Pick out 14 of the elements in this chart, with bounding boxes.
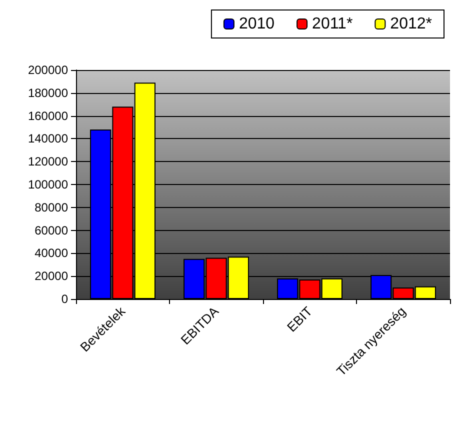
legend-label: 2012*	[390, 16, 432, 32]
legend-label: 2011*	[312, 16, 353, 32]
y-tick-label: 140000	[28, 132, 68, 146]
y-tick-label: 20000	[34, 269, 68, 284]
y-tick-label: 80000	[34, 200, 68, 214]
y-tick-label: 40000	[34, 246, 68, 260]
y-tick-label: 60000	[34, 223, 68, 238]
y-tick-label: 200000	[28, 63, 68, 77]
y-tick-label: 0	[61, 292, 68, 306]
legend-label: 2010	[238, 16, 275, 32]
y-tick-label: 160000	[28, 108, 68, 123]
y-tick-label: 120000	[28, 154, 68, 169]
y-tick-label: 100000	[28, 178, 68, 192]
y-tick-label: 180000	[28, 86, 68, 100]
